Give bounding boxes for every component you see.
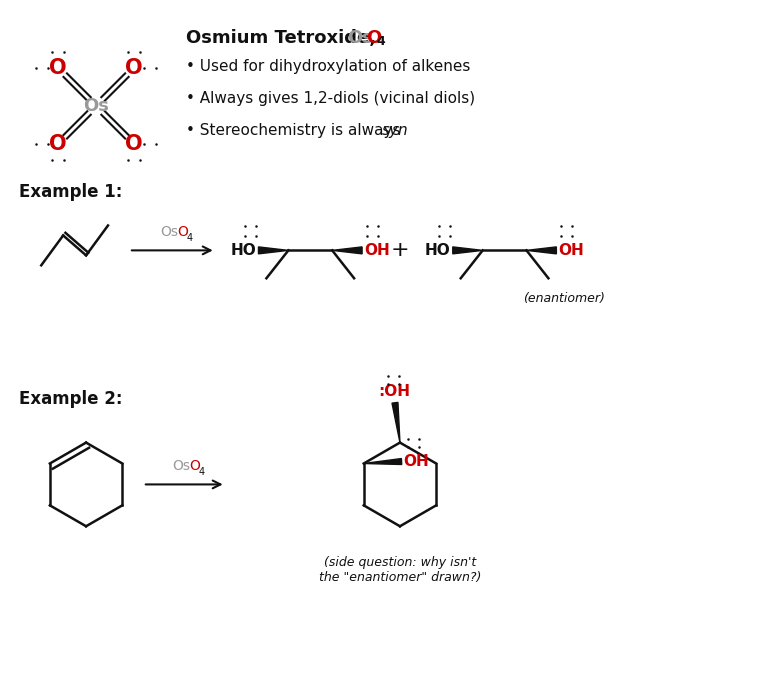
- Polygon shape: [527, 247, 557, 254]
- Text: • Used for dihydroxylation of alkenes: • Used for dihydroxylation of alkenes: [186, 59, 470, 74]
- Polygon shape: [332, 247, 362, 254]
- Text: O: O: [189, 460, 200, 473]
- Text: +: +: [391, 240, 409, 261]
- Text: Osmium Tetroxide,: Osmium Tetroxide,: [186, 29, 382, 47]
- Text: Os: Os: [161, 226, 178, 239]
- Text: O: O: [125, 58, 143, 78]
- Text: Example 1:: Example 1:: [19, 182, 123, 200]
- Text: HO: HO: [230, 243, 256, 258]
- Text: Os: Os: [347, 29, 373, 47]
- Text: Os: Os: [172, 460, 190, 473]
- Text: OH: OH: [404, 454, 429, 469]
- Text: O: O: [49, 58, 67, 78]
- Polygon shape: [364, 458, 401, 464]
- Text: :OH: :OH: [378, 383, 410, 399]
- Text: 4: 4: [186, 233, 192, 244]
- Text: 4: 4: [198, 467, 205, 477]
- Text: O: O: [366, 29, 381, 47]
- Text: OH: OH: [558, 243, 584, 258]
- Text: (side question: why isn't
the "enantiomer" drawn?): (side question: why isn't the "enantiome…: [319, 556, 481, 584]
- Polygon shape: [259, 247, 289, 254]
- Text: O: O: [178, 226, 188, 239]
- Text: syn: syn: [382, 123, 408, 138]
- Text: O: O: [125, 134, 143, 154]
- Polygon shape: [392, 403, 400, 442]
- Text: Example 2:: Example 2:: [19, 390, 123, 407]
- Text: HO: HO: [425, 243, 450, 258]
- Text: OH: OH: [364, 243, 390, 258]
- Text: • Stereochemistry is always: • Stereochemistry is always: [186, 123, 405, 138]
- Text: O: O: [49, 134, 67, 154]
- Polygon shape: [452, 247, 482, 254]
- Text: Os: Os: [83, 97, 109, 115]
- Text: 4: 4: [376, 35, 384, 48]
- Text: • Always gives 1,2-diols (vicinal diols): • Always gives 1,2-diols (vicinal diols): [186, 91, 475, 106]
- Text: (enantiomer): (enantiomer): [523, 292, 605, 305]
